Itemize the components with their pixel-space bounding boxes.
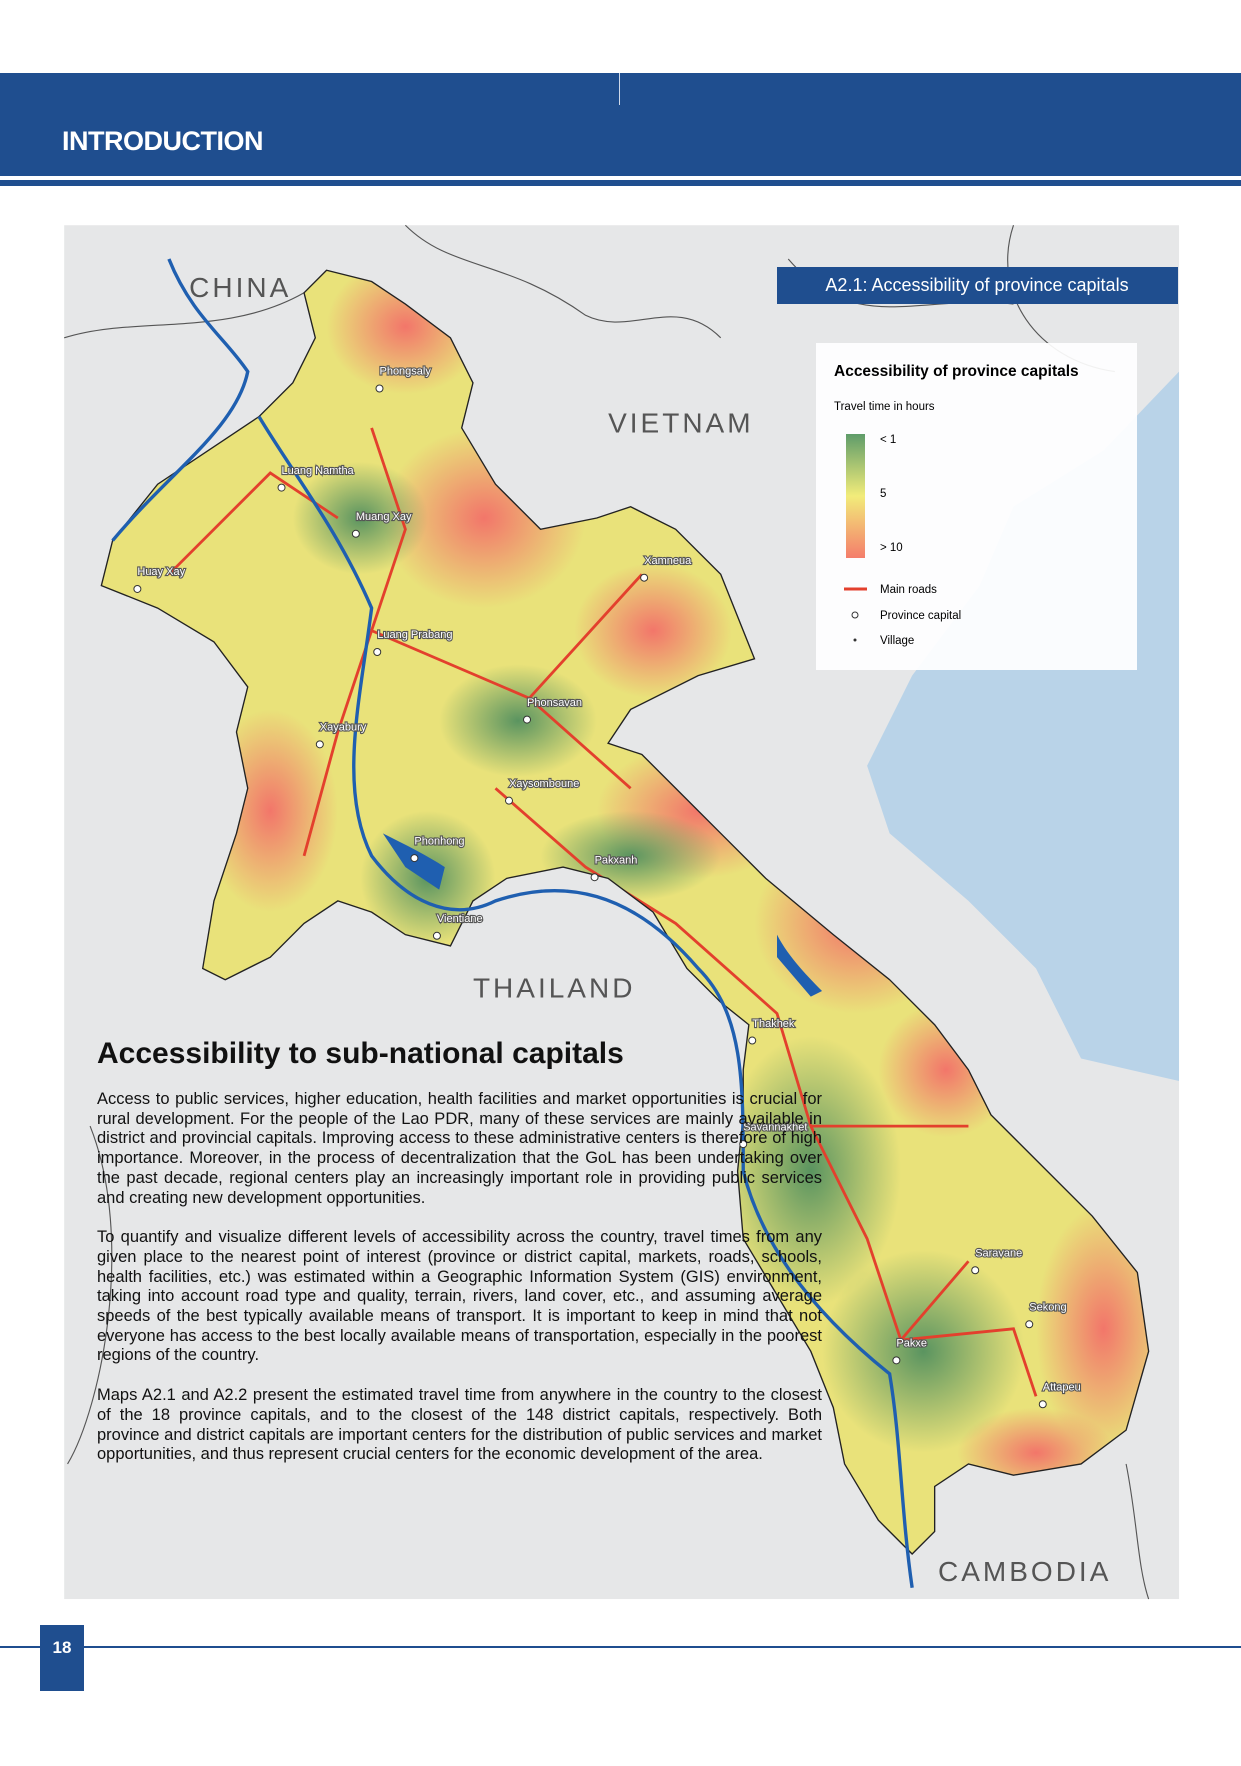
city-label: Luang Prabang: [377, 629, 452, 641]
city-label: Thakhek: [752, 1018, 795, 1030]
city-label: Saravane: [975, 1247, 1022, 1259]
city-marker: [351, 529, 360, 538]
paragraph: Maps A2.1 and A2.2 present the estimated…: [97, 1386, 822, 1464]
city-label: Savannakhet: [743, 1121, 807, 1133]
city-label: Phongsaly: [379, 366, 431, 378]
city-marker: [590, 873, 599, 882]
city-label: Xayabury: [320, 722, 367, 734]
city-marker: [739, 1140, 748, 1149]
legend-scale-label: < 1: [880, 434, 896, 446]
paragraph: To quantify and visualize different leve…: [97, 1228, 822, 1365]
city-label: Xaysomboune: [509, 778, 579, 790]
city-marker: [373, 648, 382, 657]
country-label: VIETNAM: [608, 407, 753, 438]
city-label: Phonhong: [414, 835, 464, 847]
header-tick: [619, 73, 620, 105]
page-number: 18: [52, 1638, 72, 1657]
legend-scale-label: > 10: [880, 542, 903, 554]
city-label: Pakxe: [896, 1338, 927, 1350]
country-label: THAILAND: [473, 973, 635, 1004]
legend-title: Accessibility of province capitals: [834, 363, 1079, 380]
city-label: Huay Xay: [137, 566, 185, 578]
page-number-box: [40, 1625, 84, 1691]
city-marker: [432, 931, 441, 940]
paragraph: Access to public services, higher educat…: [97, 1090, 822, 1207]
map-title: A2.1: Accessibility of province capitals: [825, 275, 1128, 295]
map-title-box: [777, 267, 1178, 304]
article-heading: Accessibility to sub-national capitals: [97, 1037, 624, 1070]
legend-scale-label: 5: [880, 488, 886, 500]
city-marker: [375, 384, 384, 393]
footer-rule: [0, 1646, 1241, 1648]
country-label: CAMBODIA: [938, 1556, 1111, 1587]
legend-item: Province capital: [880, 610, 961, 622]
legend: [816, 343, 1137, 670]
legend-item: Village: [880, 635, 914, 647]
legend-subtitle: Travel time in hours: [834, 401, 935, 413]
city-label: Xamneua: [644, 555, 692, 567]
city-label: Luang Namtha: [282, 465, 355, 477]
city-label: Pakxanh: [595, 854, 638, 866]
color-bar: [846, 434, 865, 558]
city-marker: [410, 854, 419, 863]
city-marker: [1038, 1400, 1047, 1409]
city-label: Attapeu: [1043, 1381, 1081, 1393]
city-marker: [504, 796, 513, 805]
city-marker: [1025, 1320, 1034, 1329]
city-marker: [640, 573, 649, 582]
header-title: INTRODUCTION: [62, 126, 263, 156]
city-label: Sekong: [1029, 1302, 1066, 1314]
city-marker: [277, 483, 286, 492]
country-label: CHINA: [189, 272, 291, 303]
legend-item: Main roads: [880, 584, 937, 596]
header-rule: [0, 180, 1241, 186]
city-marker: [971, 1266, 980, 1275]
city-marker: [748, 1036, 757, 1045]
city-marker: [892, 1356, 901, 1365]
city-marker: [315, 740, 324, 749]
header-band: [0, 73, 1241, 176]
city-marker: [133, 584, 142, 593]
city-label: Phonsavan: [527, 697, 582, 709]
city-label: Vientiane: [437, 913, 483, 925]
mekong: [111, 258, 914, 1589]
city-marker: [523, 715, 532, 724]
article: Accessibility to sub-national capitals A…: [97, 1036, 822, 1485]
city-label: Muang Xay: [356, 511, 412, 523]
legend-capital: [851, 611, 859, 619]
legend-village: [853, 638, 857, 642]
